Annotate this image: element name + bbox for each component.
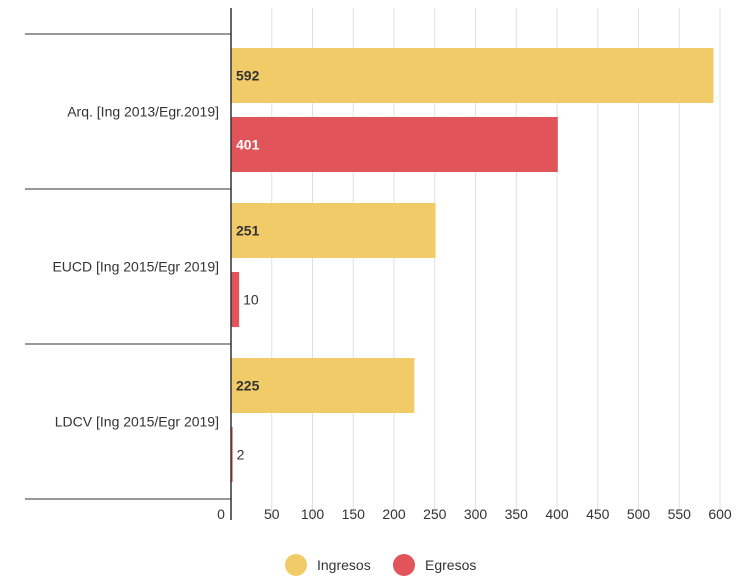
bar-ingresos xyxy=(231,203,436,258)
bars-group: 592 401 251 10 225 2 xyxy=(231,48,714,482)
category-separators xyxy=(25,33,231,500)
bar-egresos xyxy=(231,272,240,327)
bar-egresos xyxy=(231,427,233,482)
legend-label-egresos: Egresos xyxy=(425,557,476,573)
legend-swatch-egresos xyxy=(393,554,415,576)
x-tick-label: 50 xyxy=(264,506,280,522)
data-label-egresos: 2 xyxy=(237,447,245,463)
data-label-egresos: 10 xyxy=(243,292,259,308)
x-tick-label: 350 xyxy=(505,506,529,522)
x-tick-label: 400 xyxy=(545,506,569,522)
data-label-egresos: 401 xyxy=(236,137,260,153)
category-label: EUCD [Ing 2015/Egr 2019] xyxy=(52,259,219,275)
legend-label-ingresos: Ingresos xyxy=(317,557,371,573)
x-tick-label: 150 xyxy=(342,506,366,522)
legend-swatch-ingresos xyxy=(285,554,307,576)
bar-ingresos xyxy=(231,358,415,413)
bar-egresos xyxy=(231,117,558,172)
x-tick-label: 500 xyxy=(627,506,651,522)
x-axis-ticks: 0 50 100 150 200 250 300 350 400 450 500 550 600 xyxy=(217,506,732,522)
category-labels: Arq. [Ing 2013/Egr.2019] EUCD [Ing 2015/E… xyxy=(52,104,219,430)
legend: Ingresos Egresos xyxy=(285,554,476,576)
category-label: Arq. [Ing 2013/Egr.2019] xyxy=(67,104,219,120)
bar-ingresos xyxy=(231,48,714,103)
x-tick-label: 550 xyxy=(668,506,692,522)
data-label-ingresos: 592 xyxy=(236,68,260,84)
x-tick-label: 200 xyxy=(382,506,406,522)
x-tick-label: 100 xyxy=(301,506,325,522)
x-tick-label: 0 xyxy=(217,506,225,522)
data-label-ingresos: 225 xyxy=(236,378,260,394)
category-label: LDCV [Ing 2015/Egr 2019] xyxy=(55,414,219,430)
x-tick-label: 250 xyxy=(423,506,447,522)
x-tick-label: 300 xyxy=(464,506,488,522)
x-tick-label: 600 xyxy=(708,506,732,522)
x-tick-label: 450 xyxy=(586,506,610,522)
data-label-ingresos: 251 xyxy=(236,223,260,239)
